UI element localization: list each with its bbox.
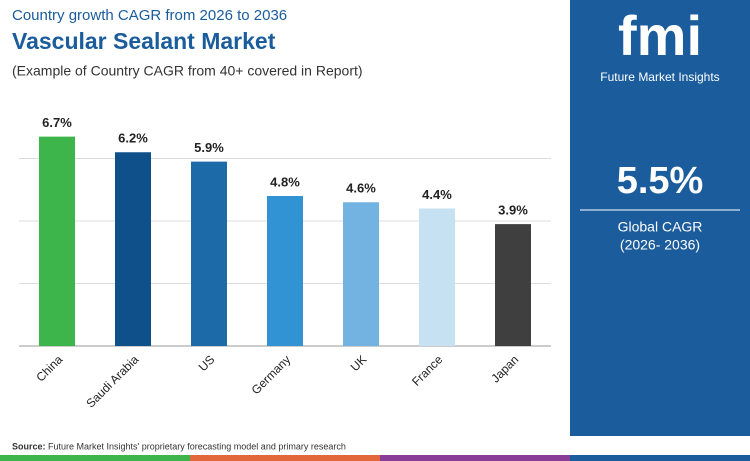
chart-subtitle: (Example of Country CAGR from 40+ covere… bbox=[12, 63, 363, 79]
value-label: 4.8% bbox=[270, 174, 300, 189]
x-tick-label: Germany bbox=[249, 352, 294, 397]
bar bbox=[267, 196, 303, 346]
value-label: 6.2% bbox=[118, 131, 148, 146]
bar bbox=[191, 161, 227, 346]
brand: Future Market Insights bbox=[600, 70, 719, 84]
side-panel bbox=[570, 0, 750, 436]
top-subtitle: Country growth CAGR from 2026 to 2036 bbox=[12, 7, 287, 24]
x-tick-label: China bbox=[33, 352, 65, 384]
source: Future Market Insights' proprietary fore… bbox=[48, 441, 346, 451]
value-label: 4.4% bbox=[422, 187, 452, 202]
strip bbox=[190, 455, 380, 461]
value-label: 6.7% bbox=[42, 115, 72, 130]
bar bbox=[419, 208, 455, 346]
bar bbox=[39, 136, 75, 346]
global-cagr-value: 5.5% bbox=[617, 160, 704, 202]
x-tick-label: US bbox=[196, 352, 218, 374]
strip bbox=[0, 455, 190, 461]
chart-title: Vascular Sealant Market bbox=[12, 28, 276, 54]
bar bbox=[343, 202, 379, 346]
strip bbox=[570, 455, 750, 461]
x-tick-label: Japan bbox=[488, 352, 521, 385]
x-tick-label: Saudi Arabia bbox=[83, 352, 141, 410]
source-label: Source: bbox=[12, 441, 46, 451]
strip bbox=[380, 455, 570, 461]
value-label: 4.6% bbox=[346, 181, 376, 196]
x-tick-label: UK bbox=[348, 352, 370, 374]
global-cagr-period: (2026- 2036) bbox=[620, 237, 700, 253]
value-label: 3.9% bbox=[498, 203, 528, 218]
global-cagr-label: Global CAGR bbox=[618, 219, 703, 235]
bar bbox=[495, 224, 531, 346]
bar bbox=[115, 152, 151, 346]
url: www.futuremarketinsights.com bbox=[584, 435, 734, 447]
value-label: 5.9% bbox=[194, 140, 224, 155]
x-tick-label: France bbox=[409, 352, 446, 389]
logo: fmi bbox=[618, 4, 702, 67]
